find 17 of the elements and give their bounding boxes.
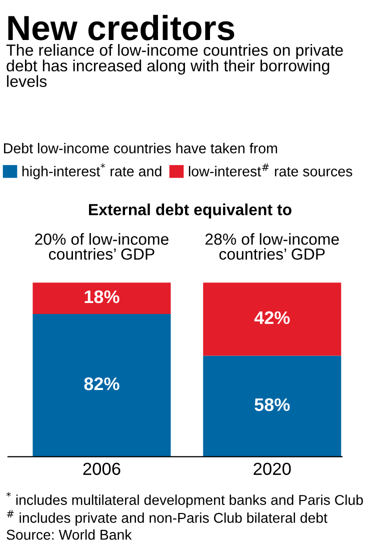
data-label: 58%: [254, 398, 290, 412]
chart-title: New creditors: [8, 14, 234, 40]
x-tick-label: 2020: [254, 462, 291, 476]
text: 28% of low-income countries’ GDP: [205, 233, 339, 260]
legend-label: high-interest$^{*}$ rate and: [22, 163, 162, 180]
text: $^{*}$ includes multilateral development banks and Paris Club: [6, 492, 363, 508]
x-tick-label: 2006: [83, 462, 120, 476]
data-label: 42%: [254, 311, 290, 324]
text: 20% of low-income countries’ GDP: [35, 233, 168, 260]
data-label: 82%: [84, 377, 120, 390]
legend-title: Debt low-income countries have taken from: [4, 142, 278, 154]
source-note: Source: World Bank: [6, 529, 132, 540]
chart-subtitle: The reliance of low-income countries on private debt has increased along with their borrowing levels: [6, 44, 343, 88]
legend-label: low-interest$^{#}$ rate sources: [188, 164, 352, 176]
data-label: 18%: [84, 290, 120, 304]
text: $^{#}$ includes private and non-Paris Club bilateral debt: [6, 510, 328, 526]
text: External debt equivalent to: [89, 204, 292, 218]
